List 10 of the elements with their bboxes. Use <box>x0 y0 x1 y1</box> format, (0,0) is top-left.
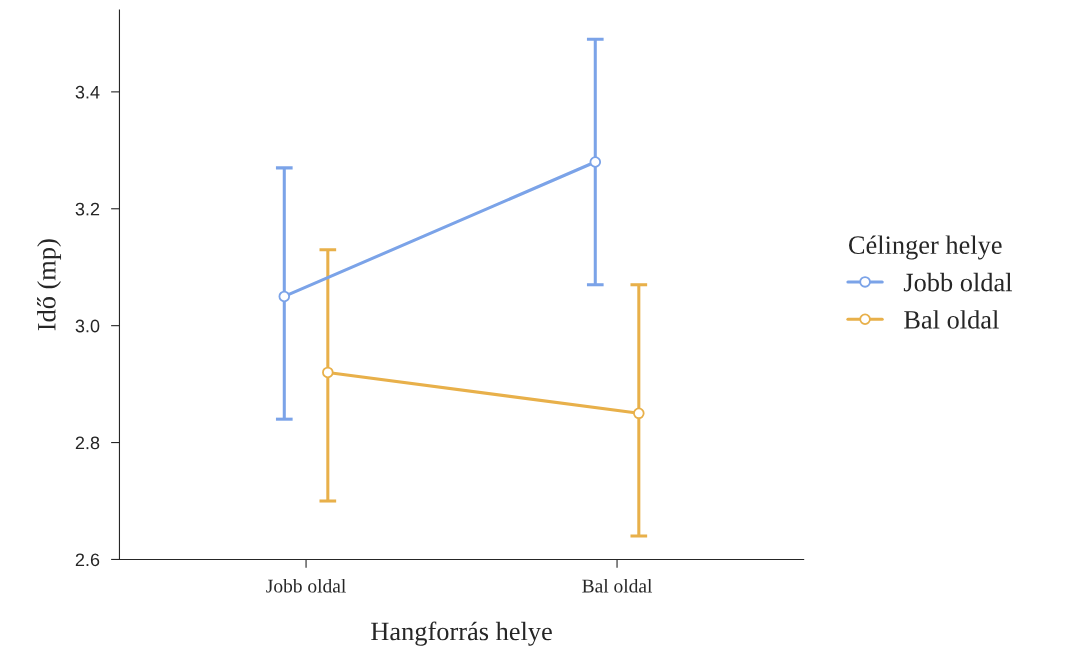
legend-label: Jobb oldal <box>903 272 1013 292</box>
y-tick-label: 2.6 <box>75 553 100 567</box>
legend-label: Bal oldal <box>904 310 999 329</box>
y-tick-label: 3.2 <box>75 202 100 216</box>
legend-title: Célinger helye <box>849 235 1002 260</box>
x-axis-title: Hangforrás helye <box>371 621 552 646</box>
y-axis-title: Idő (mp) <box>37 239 62 331</box>
y-tick-label: 3.4 <box>75 85 100 99</box>
y-tick-label: 2.8 <box>75 436 100 450</box>
y-tick-label: 3.0 <box>75 319 100 333</box>
